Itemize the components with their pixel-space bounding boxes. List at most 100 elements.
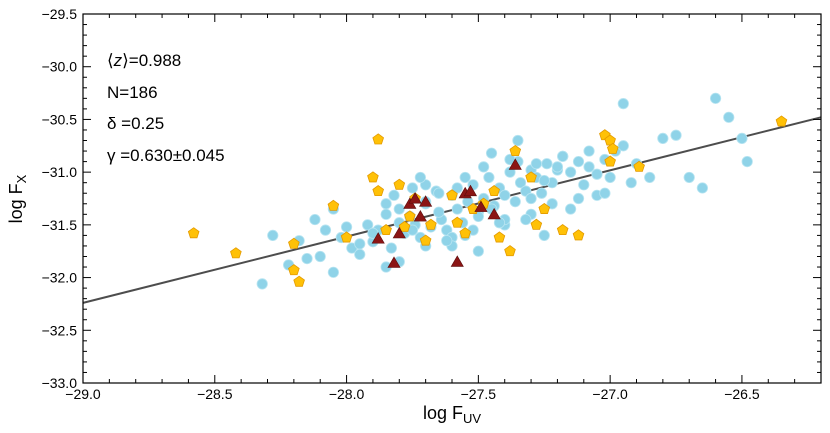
pentagon-point — [404, 210, 416, 222]
circle-point — [604, 171, 616, 184]
pentagon-point — [451, 216, 464, 228]
pentagon-point — [446, 189, 458, 201]
circle-point — [723, 111, 735, 123]
circle-point — [393, 203, 405, 215]
axis-ticks — [82, 13, 822, 384]
annotation-mean-z: ⟨z⟩=0.988 — [107, 51, 181, 70]
triangle-point — [450, 255, 464, 267]
pentagon-point — [288, 264, 300, 276]
y-axis-title-main: log F — [6, 183, 26, 223]
circle-point — [309, 213, 321, 226]
triangle-point — [392, 226, 406, 239]
circle-point — [433, 206, 445, 218]
y-tick-label: −30.5 — [42, 111, 78, 127]
pentagon-point — [530, 218, 543, 230]
triangle-point — [408, 192, 422, 204]
pentagon-point — [633, 160, 645, 172]
circle-point — [565, 203, 577, 215]
circle-point — [340, 221, 353, 233]
pentagon-point — [367, 171, 379, 183]
circle-point — [736, 132, 748, 145]
circle-point — [572, 192, 585, 205]
triangle-point — [508, 158, 522, 170]
x-tick-labels: −29.0 −28.5 −28.0 −27.5 −27.0 −26.5 — [65, 386, 760, 402]
triangle-point — [474, 200, 488, 212]
pentagon-point — [572, 229, 585, 241]
x-tick-label: −27.0 — [592, 386, 628, 402]
circle-point — [525, 192, 537, 205]
circle-point — [301, 252, 313, 265]
circle-point — [433, 187, 445, 199]
circle-point — [591, 168, 603, 180]
circle-point — [406, 182, 419, 194]
circle-point — [441, 235, 453, 247]
triangle-point — [413, 210, 427, 222]
circle-point — [362, 219, 374, 231]
pentagon-point — [459, 227, 471, 239]
pentagon-point — [425, 218, 437, 230]
circle-point — [512, 134, 524, 147]
circle-point — [499, 189, 511, 201]
circle-point — [256, 278, 268, 290]
circle-point — [617, 140, 629, 152]
x-tick-label: −27.5 — [461, 386, 497, 402]
circle-point — [583, 161, 595, 173]
y-tick-label: −33.0 — [42, 375, 78, 391]
pentagon-point — [525, 171, 537, 183]
x-tick-label: −28.5 — [197, 386, 233, 402]
circle-point — [538, 174, 550, 187]
pentagon-point — [393, 178, 406, 190]
triangle-point — [371, 232, 385, 244]
circle-point — [354, 248, 366, 260]
pentagon-point — [288, 237, 300, 249]
y-tick-label: −31.5 — [42, 217, 78, 233]
triangle-point — [387, 256, 401, 268]
pentagon-point — [775, 115, 788, 127]
circle-point — [696, 182, 708, 194]
x-axis-title-sub: UV — [463, 411, 481, 426]
circle-point — [546, 198, 558, 210]
data-marks-layer — [187, 92, 788, 290]
circle-point — [509, 196, 521, 208]
circle-point — [354, 238, 366, 250]
pentagon-point — [538, 202, 551, 214]
circle-point — [414, 171, 426, 184]
circle-point — [380, 208, 392, 220]
pentagon-point — [327, 199, 340, 211]
circle-point — [514, 177, 527, 189]
circle-point — [451, 203, 463, 215]
annotation-delta: δ =0.25 — [107, 114, 164, 133]
y-tick-label: −32.5 — [42, 322, 78, 338]
y-axis-title-sub: X — [14, 174, 29, 183]
circle-point — [478, 161, 490, 173]
circle-point — [657, 132, 669, 145]
pentagon-point — [372, 133, 385, 145]
annotation-z-var: z — [113, 51, 123, 70]
circle-point — [459, 171, 471, 184]
circle-point — [319, 224, 332, 236]
pentagon-point — [606, 142, 619, 154]
circle-point — [314, 250, 326, 263]
circle-point — [267, 229, 279, 241]
y-tick-label: −30.0 — [42, 59, 78, 75]
triangle-point — [419, 195, 433, 207]
pentagon-point — [556, 224, 569, 236]
circle-point — [538, 229, 550, 241]
x-axis-title: log FUV — [423, 403, 481, 426]
y-tick-label: −29.5 — [42, 6, 78, 22]
y-axis-title: log FX — [6, 174, 29, 223]
circle-point — [578, 179, 590, 191]
pentagon-point — [372, 185, 385, 197]
x-tick-label: −26.5 — [724, 386, 760, 402]
circle-point — [572, 156, 585, 168]
triangle-point — [487, 207, 501, 220]
circle-point — [583, 145, 595, 157]
y-tick-labels: −33.0 −32.5 −32.0 −31.5 −31.0 −30.5 −30.0 −29.5 — [42, 6, 78, 391]
circle-point — [472, 245, 484, 257]
circle-point — [520, 213, 532, 226]
annotation-n: N=186 — [107, 83, 158, 102]
circle-point — [536, 187, 548, 199]
x-tick-label: −29.0 — [65, 386, 101, 402]
circle-point — [327, 266, 339, 278]
